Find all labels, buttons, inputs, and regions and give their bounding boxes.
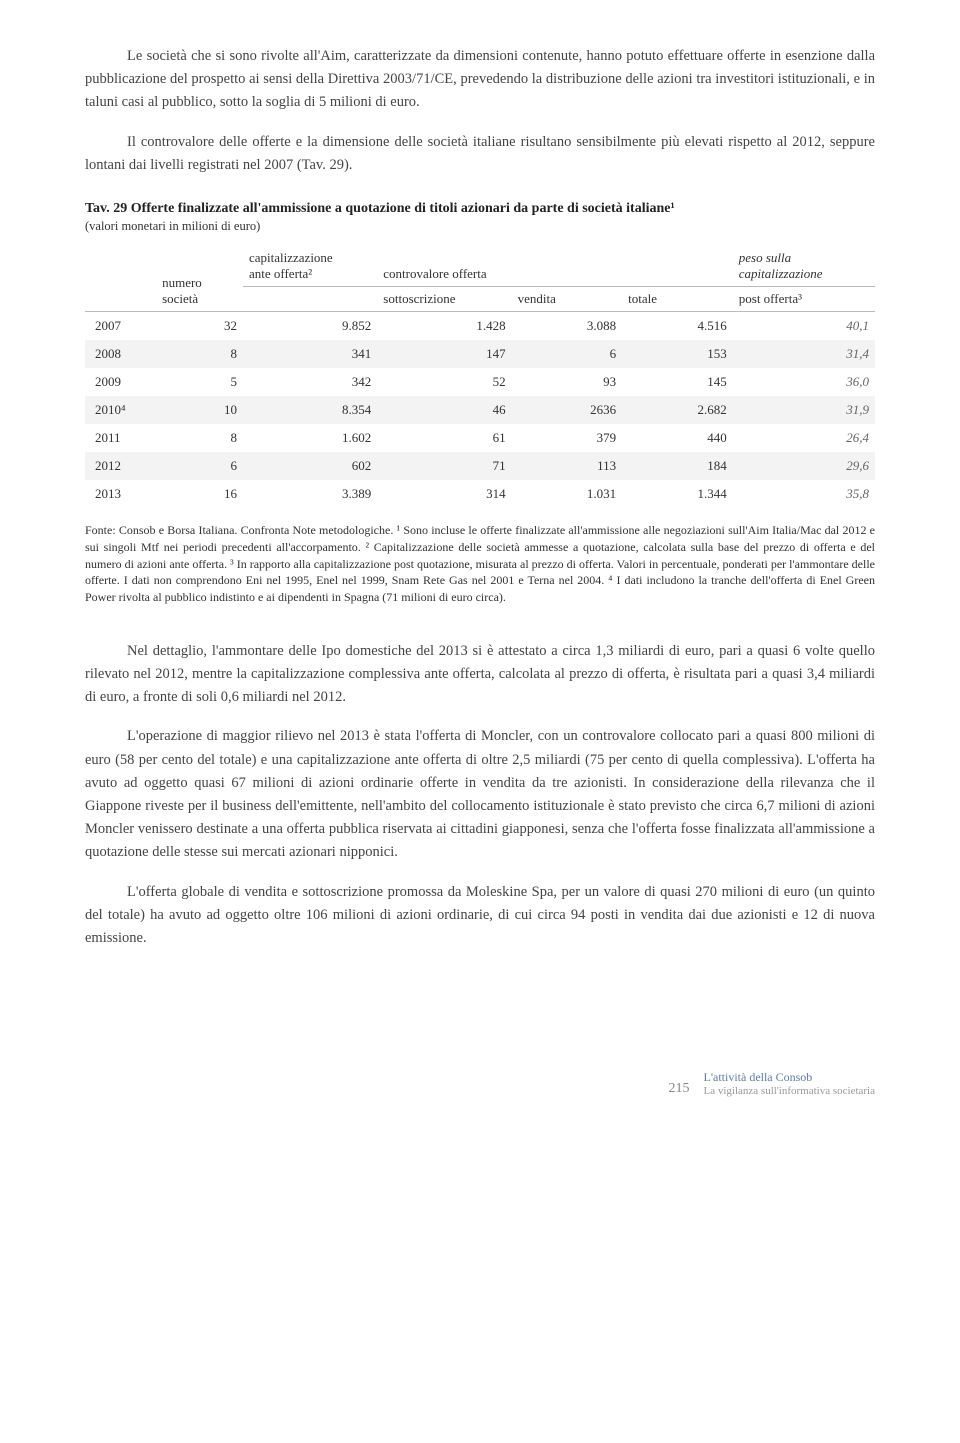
cell-vend: 379 [512, 424, 623, 452]
col-vendita: vendita [512, 286, 623, 311]
cell-tot: 145 [622, 368, 733, 396]
page-number: 215 [669, 1081, 690, 1097]
cell-tot: 2.682 [622, 396, 733, 424]
cell-year: 2007 [85, 311, 156, 340]
cell-year: 2008 [85, 340, 156, 368]
table-row: 201266027111318429,6 [85, 452, 875, 480]
cell-cap: 1.602 [243, 424, 377, 452]
cell-tot: 4.516 [622, 311, 733, 340]
cell-sotto: 52 [377, 368, 511, 396]
cell-numero: 32 [156, 311, 243, 340]
col-peso-sub: post offerta³ [733, 286, 875, 311]
table-row: 201181.6026137944026,4 [85, 424, 875, 452]
paragraph-2: Il controvalore delle offerte e la dimen… [85, 131, 875, 177]
cell-vend: 93 [512, 368, 623, 396]
col-cap-sub: ante offerta² [249, 266, 312, 281]
cell-tot: 184 [622, 452, 733, 480]
col-peso-label: peso sulla capitalizzazione [739, 250, 823, 281]
cell-sotto: 1.428 [377, 311, 511, 340]
cell-cap: 3.389 [243, 480, 377, 508]
col-peso: peso sulla capitalizzazione [733, 246, 875, 287]
col-sottoscrizione: sottoscrizione [377, 286, 511, 311]
cell-peso: 31,4 [733, 340, 875, 368]
page-footer: 215 L'attività della Consob La vigilanza… [85, 1070, 875, 1097]
cell-cap: 341 [243, 340, 377, 368]
paragraph-3: Nel dettaglio, l'ammontare delle Ipo dom… [85, 640, 875, 710]
cell-sotto: 61 [377, 424, 511, 452]
cell-peso: 29,6 [733, 452, 875, 480]
cell-peso: 26,4 [733, 424, 875, 452]
col-totale: totale [622, 286, 733, 311]
table-row: 20095342529314536,0 [85, 368, 875, 396]
cell-numero: 8 [156, 424, 243, 452]
col-cap-label: capitalizzazione [249, 250, 333, 265]
footer-sub: La vigilanza sull'informativa societaria [704, 1085, 876, 1097]
table-row: 2013163.3893141.0311.34435,8 [85, 480, 875, 508]
table-subtitle: (valori monetari in milioni di euro) [85, 219, 875, 234]
cell-peso: 35,8 [733, 480, 875, 508]
col-controvalore: controvalore offerta [377, 246, 732, 287]
cell-tot: 153 [622, 340, 733, 368]
cell-numero: 16 [156, 480, 243, 508]
cell-year: 2011 [85, 424, 156, 452]
col-cap: capitalizzazione ante offerta² [243, 246, 377, 287]
cell-sotto: 314 [377, 480, 511, 508]
table-footnote: Fonte: Consob e Borsa Italiana. Confront… [85, 522, 875, 606]
cell-vend: 1.031 [512, 480, 623, 508]
paragraph-1: Le società che si sono rivolte all'Aim, … [85, 45, 875, 115]
cell-peso: 36,0 [733, 368, 875, 396]
cell-cap: 342 [243, 368, 377, 396]
cell-sotto: 71 [377, 452, 511, 480]
table-row: 20088341147615331,4 [85, 340, 875, 368]
col-numero: numero società [156, 246, 243, 312]
cell-year: 2012 [85, 452, 156, 480]
cell-numero: 6 [156, 452, 243, 480]
cell-year: 2013 [85, 480, 156, 508]
cell-vend: 3.088 [512, 311, 623, 340]
cell-cap: 602 [243, 452, 377, 480]
footer-main: L'attività della Consob [704, 1070, 876, 1085]
cell-vend: 2636 [512, 396, 623, 424]
cell-cap: 8.354 [243, 396, 377, 424]
cell-tot: 1.344 [622, 480, 733, 508]
cell-peso: 31,9 [733, 396, 875, 424]
cell-vend: 6 [512, 340, 623, 368]
cell-tot: 440 [622, 424, 733, 452]
cell-year: 2009 [85, 368, 156, 396]
paragraph-4: L'operazione di maggior rilievo nel 2013… [85, 725, 875, 864]
cell-numero: 8 [156, 340, 243, 368]
cell-numero: 10 [156, 396, 243, 424]
data-table: numero società capitalizzazione ante off… [85, 246, 875, 508]
cell-peso: 40,1 [733, 311, 875, 340]
cell-vend: 113 [512, 452, 623, 480]
cell-numero: 5 [156, 368, 243, 396]
table-title: Tav. 29 Offerte finalizzate all'ammissio… [85, 201, 875, 217]
cell-cap: 9.852 [243, 311, 377, 340]
cell-sotto: 46 [377, 396, 511, 424]
table-row: 2010⁴108.3544626362.68231,9 [85, 396, 875, 424]
paragraph-5: L'offerta globale di vendita e sottoscri… [85, 881, 875, 951]
table-row: 2007329.8521.4283.0884.51640,1 [85, 311, 875, 340]
cell-sotto: 147 [377, 340, 511, 368]
cell-year: 2010⁴ [85, 396, 156, 424]
